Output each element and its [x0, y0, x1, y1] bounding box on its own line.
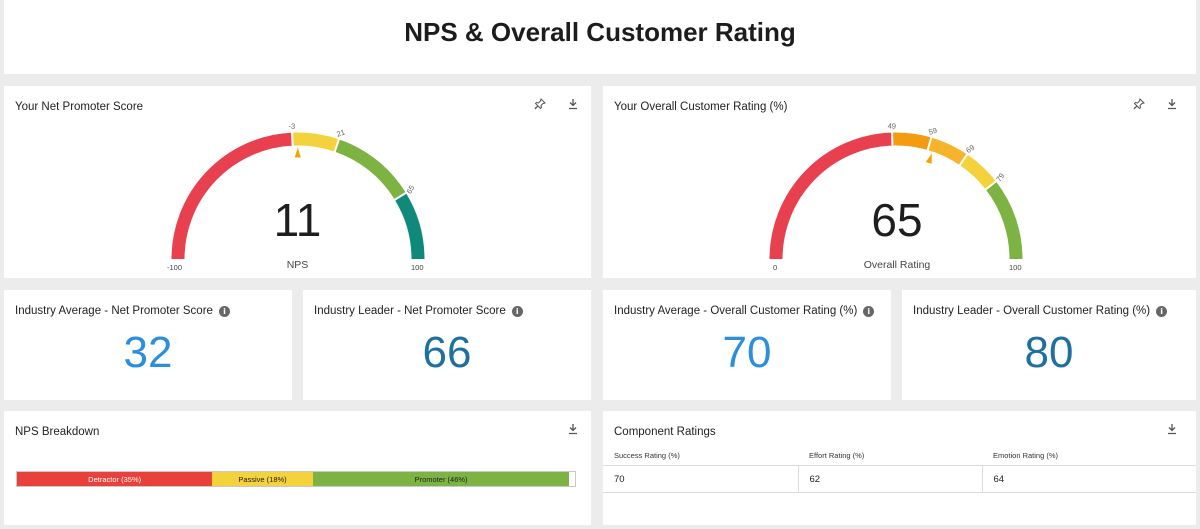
gauge-band-3 — [959, 154, 996, 190]
info-icon[interactable]: i — [218, 306, 230, 317]
gauge-tick-label: 21 — [335, 128, 346, 139]
segment-detractor[interactable]: Detractor (35%) — [17, 472, 213, 486]
gauge-band-1 — [892, 132, 932, 151]
kpi-value: 70 — [722, 328, 772, 377]
table-cell: 62 — [798, 465, 983, 493]
download-icon[interactable] — [1164, 423, 1180, 439]
gauge-tick — [290, 131, 294, 147]
gauge-tick — [926, 136, 933, 152]
gauge-band-1 — [292, 132, 339, 152]
breakdown-bar: Detractor (35%) Passive (18%) Promoter (… — [16, 471, 576, 487]
kpi-title: Industry Average - Net Promoter Score — [15, 305, 213, 317]
gauge-band-3 — [394, 192, 425, 260]
component-ratings-card: Component Ratings Success Rating (%) Eff… — [603, 411, 1196, 525]
kpi-card-nps-leader: Industry Leader - Net Promoter Score i 66 — [303, 290, 591, 400]
pin-icon[interactable] — [1131, 98, 1147, 114]
segment-passive[interactable]: Passive (18%) — [212, 472, 313, 486]
gauge-tick — [958, 152, 969, 167]
kpi-value: 66 — [422, 328, 472, 377]
gauge-tick — [393, 191, 408, 202]
table-row: 70 62 64 — [603, 465, 1196, 493]
table-cell: 70 — [603, 465, 799, 493]
gauge-band-0 — [171, 132, 293, 260]
kpi-card-rating-leader: Industry Leader - Overall Customer Ratin… — [902, 290, 1196, 400]
rating-gauge-card: Your Overall Customer Rating (%) 49 59 69 7… — [603, 86, 1196, 278]
rating-gauge-title: Your Overall Customer Rating (%) — [614, 101, 788, 113]
column-header[interactable]: Emotion Rating (%) — [982, 447, 1196, 466]
column-header[interactable]: Effort Rating (%) — [798, 447, 982, 466]
page-title: NPS & Overall Customer Rating — [404, 17, 796, 47]
nps-gauge: -3 21 65 — [171, 121, 425, 260]
component-ratings-table: Success Rating (%) Effort Rating (%) Emo… — [603, 447, 1196, 493]
components-title: Component Ratings — [614, 426, 716, 438]
info-icon[interactable]: i — [1156, 306, 1168, 317]
gauge-tick-label: 49 — [888, 121, 897, 130]
kpi-title: Industry Average - Overall Customer Rati… — [614, 305, 858, 317]
breakdown-title: NPS Breakdown — [15, 426, 100, 438]
nps-gauge-card: Your Net Promoter Score -3 21 65 11 NPS -1… — [4, 86, 591, 278]
gauge-band-4 — [985, 181, 1023, 260]
nps-gauge-title: Your Net Promoter Score — [15, 101, 144, 113]
column-header[interactable]: Success Rating (%) — [603, 447, 798, 466]
rating-value: 65 — [871, 194, 923, 246]
kpi-card-nps-average: Industry Average - Net Promoter Score i 3… — [4, 290, 292, 400]
gauge-tick — [984, 180, 998, 191]
title-card: NPS & Overall Customer Rating — [4, 0, 1196, 74]
gauge-tick — [333, 138, 341, 153]
rating-label: Overall Rating — [863, 259, 931, 271]
gauge-tick-label: 65 — [405, 184, 417, 196]
gauge-marker — [925, 153, 932, 164]
segment-promoter[interactable]: Promoter (46%) — [312, 472, 570, 486]
info-icon[interactable]: i — [511, 306, 523, 317]
gauge-tick-label: -3 — [288, 121, 295, 130]
nps-breakdown-card: NPS Breakdown Detractor (35%) Passive (1… — [4, 411, 591, 525]
table-header-row: Success Rating (%) Effort Rating (%) Emo… — [603, 447, 1196, 466]
kpi-value: 80 — [1024, 328, 1074, 377]
rating-max-label: 100 — [1009, 263, 1022, 272]
gauge-band-0 — [769, 132, 893, 260]
info-icon[interactable]: i — [863, 306, 875, 317]
nps-min-label: -100 — [167, 263, 183, 272]
rating-min-label: 0 — [773, 263, 778, 272]
gauge-tick-label: 69 — [964, 143, 976, 155]
kpi-value: 32 — [123, 328, 173, 377]
gauge-tick-label: 59 — [928, 126, 939, 137]
table-cell: 64 — [982, 465, 1196, 493]
download-icon[interactable] — [565, 98, 581, 114]
nps-max-label: 100 — [411, 263, 424, 272]
gauge-marker — [294, 147, 301, 158]
kpi-title: Industry Leader - Overall Customer Ratin… — [913, 305, 1151, 317]
download-icon[interactable] — [1164, 98, 1180, 114]
pin-icon[interactable] — [532, 98, 548, 114]
download-icon[interactable] — [565, 423, 581, 439]
nps-label: NPS — [286, 259, 309, 271]
gauge-band-2 — [927, 137, 968, 166]
gauge-band-2 — [334, 139, 406, 200]
kpi-title: Industry Leader - Net Promoter Score — [314, 305, 506, 317]
kpi-card-rating-average: Industry Average - Overall Customer Rati… — [603, 290, 891, 400]
nps-value: 11 — [273, 194, 322, 246]
